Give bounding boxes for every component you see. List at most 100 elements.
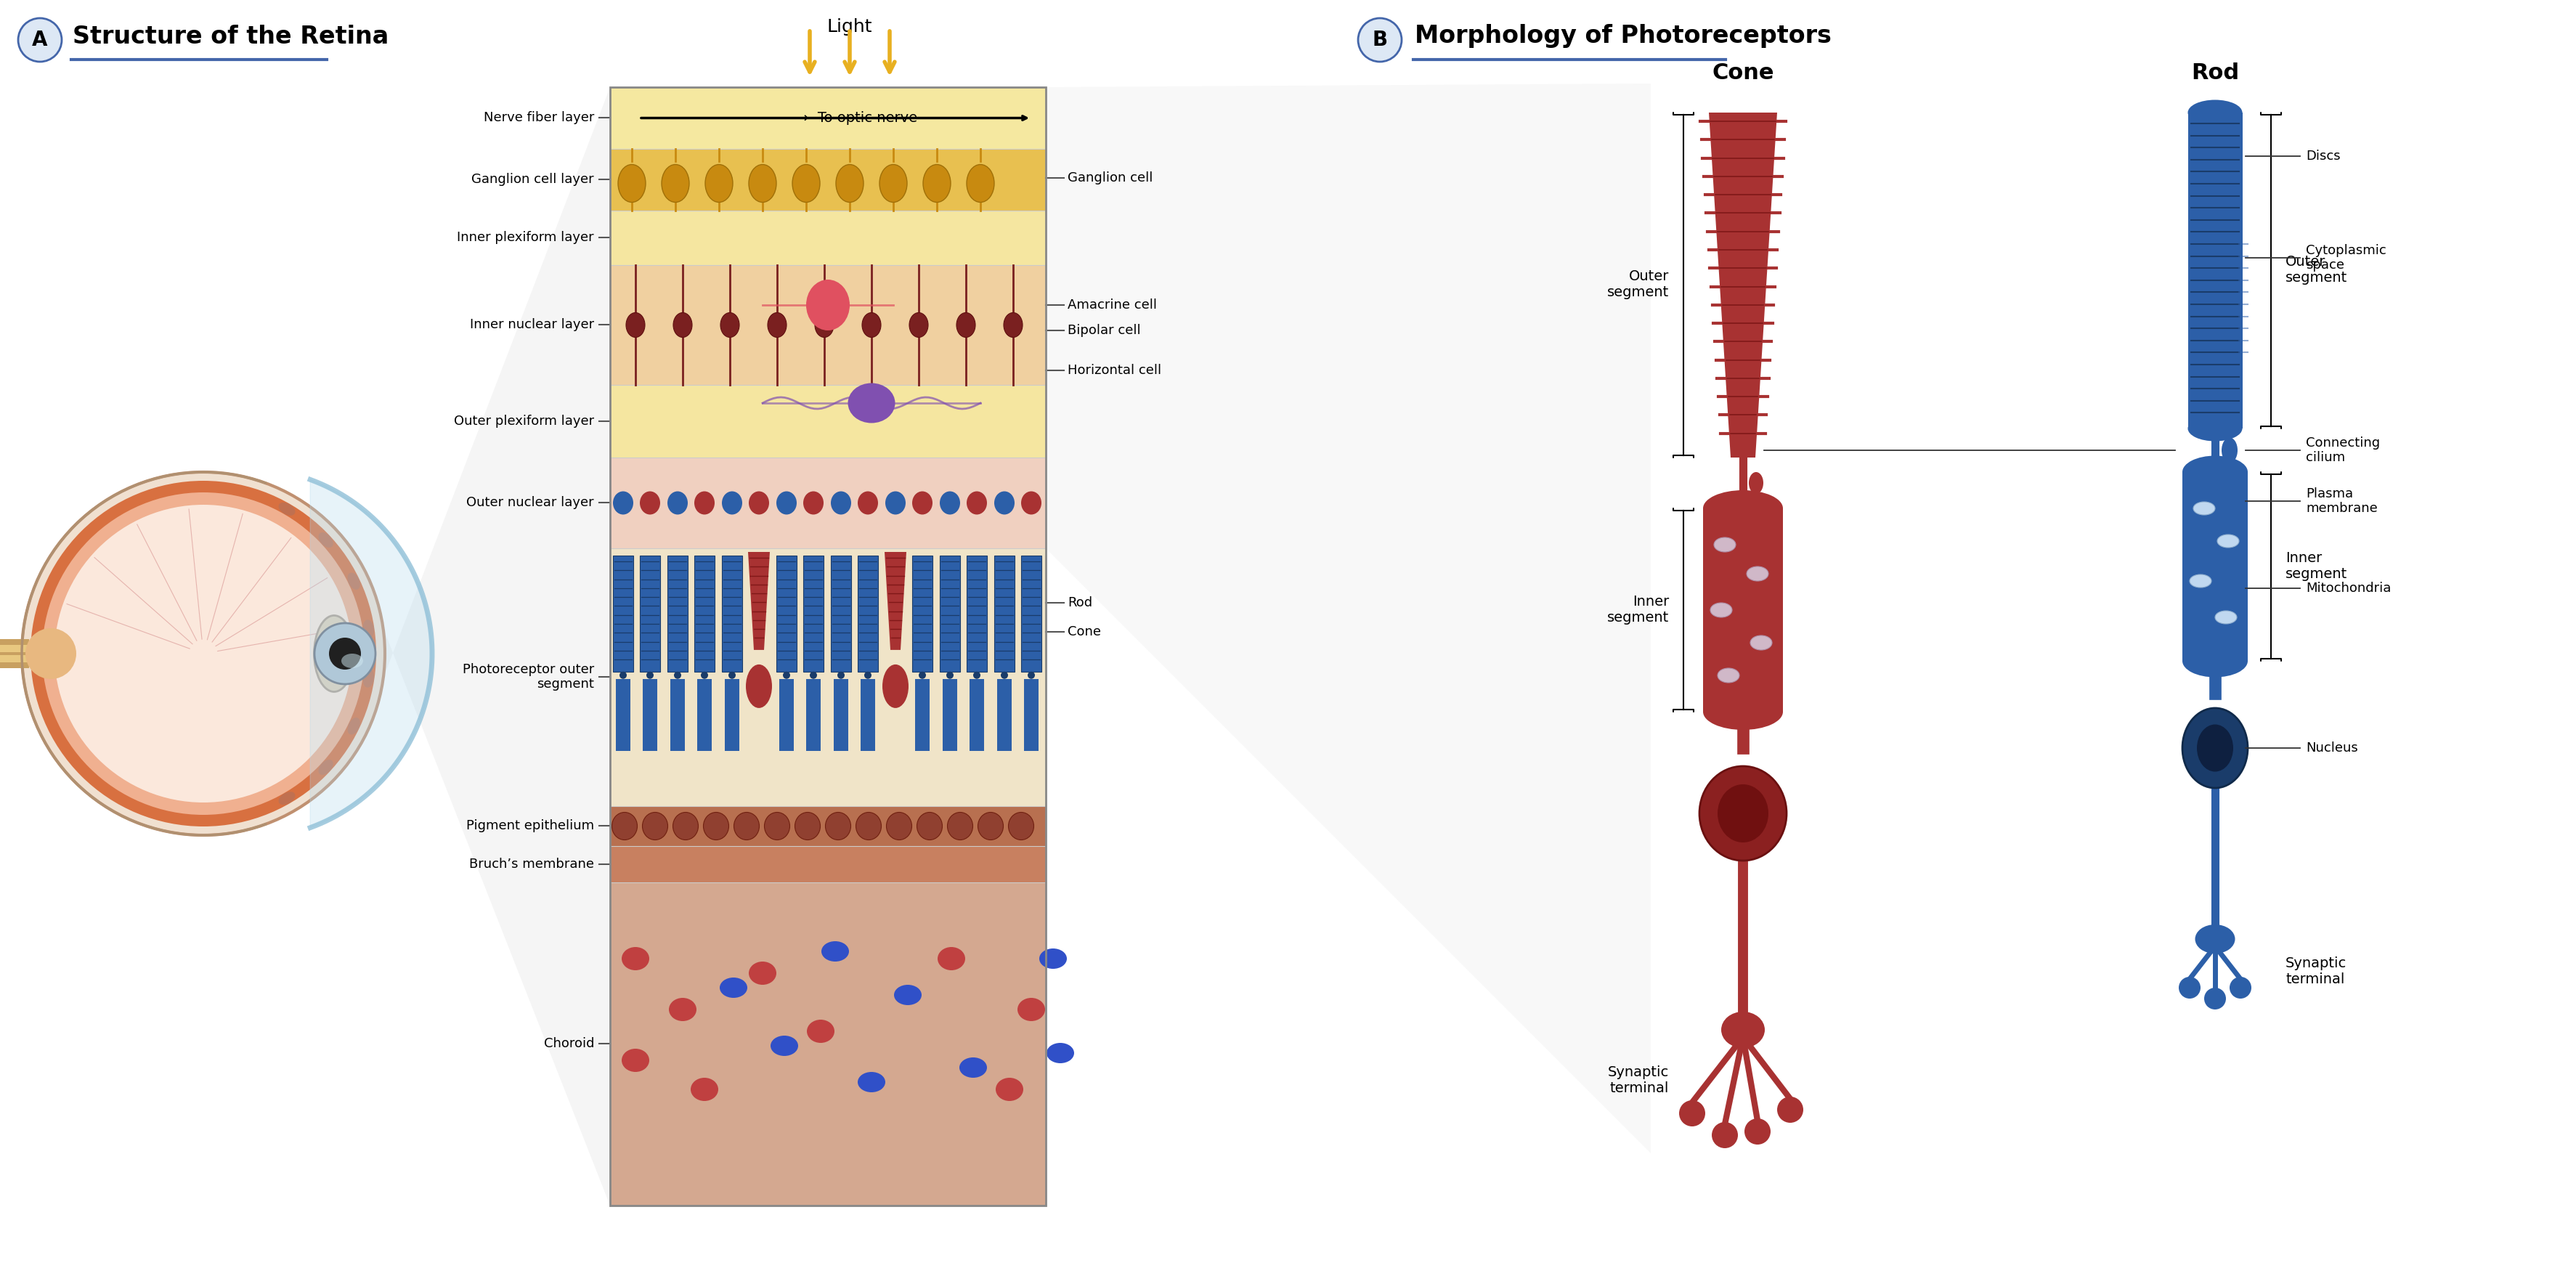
Circle shape [729,672,737,679]
Ellipse shape [747,664,773,707]
Ellipse shape [2195,924,2236,954]
Bar [0,645,28,652]
Ellipse shape [956,312,976,338]
Ellipse shape [835,164,863,203]
Circle shape [330,638,361,669]
Bar [994,556,1015,672]
Circle shape [837,672,845,679]
Ellipse shape [1721,1012,1765,1048]
Text: Inner plexiform layer: Inner plexiform layer [456,231,595,244]
Ellipse shape [690,1077,719,1100]
Ellipse shape [775,492,796,515]
Bar [0,655,28,663]
Bar [611,846,1046,882]
Bar [2182,473,2249,661]
Bar [611,149,1046,211]
Text: Cone: Cone [1066,625,1100,638]
Bar [616,679,631,751]
Circle shape [54,505,353,802]
Circle shape [1358,18,1401,62]
Circle shape [1777,1097,1803,1122]
Ellipse shape [858,492,878,515]
Ellipse shape [886,492,907,515]
Circle shape [1744,1118,1770,1144]
Circle shape [945,672,953,679]
Polygon shape [1046,83,1651,1153]
Ellipse shape [1749,473,1765,494]
Ellipse shape [878,164,907,203]
Bar [611,806,1046,846]
Circle shape [783,672,791,679]
Bar [698,679,711,751]
Ellipse shape [1718,668,1739,683]
Text: Synaptic
terminal: Synaptic terminal [1607,1066,1669,1095]
Bar [611,385,1046,457]
Bar [611,548,1046,806]
Ellipse shape [613,813,636,840]
Bar [832,556,850,672]
Bar [781,679,793,751]
Ellipse shape [750,492,770,515]
Ellipse shape [2221,438,2239,464]
Ellipse shape [886,813,912,840]
Bar [696,556,714,672]
Ellipse shape [319,533,332,547]
Ellipse shape [938,948,966,971]
Ellipse shape [848,383,894,422]
Ellipse shape [1007,813,1033,840]
Text: Outer
segment: Outer segment [1607,270,1669,299]
Ellipse shape [2182,707,2249,788]
Ellipse shape [2182,456,2249,488]
Bar [966,556,987,672]
Polygon shape [309,480,433,828]
Ellipse shape [917,813,943,840]
Text: Horizontal cell: Horizontal cell [1066,363,1162,377]
Ellipse shape [909,312,927,338]
Ellipse shape [319,760,332,774]
Text: Structure of the Retina: Structure of the Retina [72,24,389,49]
Ellipse shape [343,654,363,668]
Circle shape [863,672,871,679]
Bar [1703,508,1783,711]
Circle shape [2205,987,2226,1009]
Circle shape [31,480,376,827]
Ellipse shape [958,1058,987,1077]
Ellipse shape [1018,998,1046,1021]
Ellipse shape [703,813,729,840]
Ellipse shape [1718,785,1767,842]
Bar [806,679,822,751]
Ellipse shape [858,1072,886,1093]
Ellipse shape [884,664,909,707]
Ellipse shape [672,813,698,840]
Ellipse shape [979,813,1002,840]
Ellipse shape [1747,566,1767,580]
Text: Ganglion cell: Ganglion cell [1066,171,1154,185]
Bar [611,87,1046,149]
Ellipse shape [2218,534,2239,547]
Circle shape [974,672,981,679]
Ellipse shape [672,312,693,338]
Bar [724,679,739,751]
Ellipse shape [626,312,644,338]
Text: Mitochondria: Mitochondria [2306,582,2391,594]
Circle shape [2179,977,2200,999]
Ellipse shape [621,948,649,971]
Ellipse shape [1749,636,1772,650]
Bar [914,679,930,751]
Text: Ganglion cell layer: Ganglion cell layer [471,173,595,186]
Ellipse shape [922,164,951,203]
Circle shape [21,473,384,835]
Bar [943,679,958,751]
Text: →  To optic nerve: → To optic nerve [796,112,917,125]
Text: Photoreceptor outer
segment: Photoreceptor outer segment [464,663,595,691]
Polygon shape [747,552,770,650]
Text: Connecting
cilium: Connecting cilium [2306,437,2380,465]
Bar [940,556,961,672]
Bar [804,556,824,672]
Ellipse shape [912,492,933,515]
Ellipse shape [855,813,881,840]
Bar [860,679,876,751]
Ellipse shape [721,312,739,338]
Text: Inner
segment: Inner segment [2285,552,2347,582]
Ellipse shape [2215,611,2236,624]
